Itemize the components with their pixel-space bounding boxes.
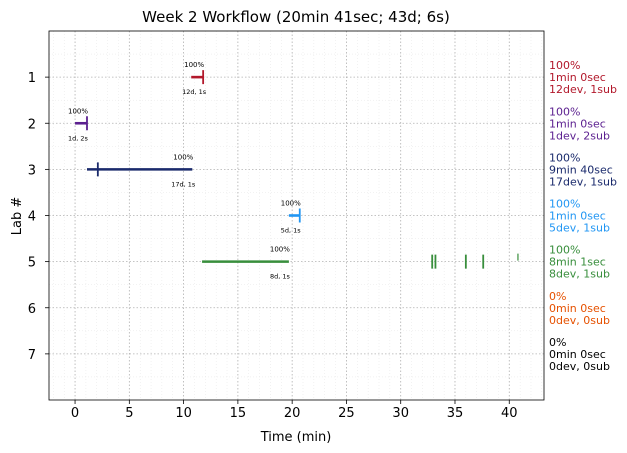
- x-tick-label: 10: [175, 406, 192, 421]
- y-tick-label: 5: [28, 256, 36, 271]
- lab-5-percent-label: 100%: [270, 246, 290, 254]
- lab-7-summary-line: 0dev, 0sub: [549, 360, 610, 373]
- lab-2-summary-line: 1dev, 2sub: [549, 129, 610, 142]
- lab-1-count-label: 12d, 1s: [182, 88, 207, 96]
- x-tick-label: 20: [284, 406, 301, 421]
- lab-3-summary-line: 100%: [549, 151, 580, 164]
- lab-5-summary-line: 8min 1sec: [549, 256, 606, 269]
- x-tick-label: 5: [125, 406, 133, 421]
- plot-marks: 100% 12d, 1s 100% 1d, 2s 100% 17d, 1s 100% 5d, …: [68, 61, 519, 281]
- x-tick-label: 15: [230, 406, 247, 421]
- lab-4-summary-line: 5dev, 1sub: [549, 222, 610, 235]
- lab-3-count-label: 17d, 1s: [171, 180, 196, 188]
- lab-5-count-label: 8d, 1s: [270, 273, 291, 281]
- y-axis-label: Lab #: [10, 197, 25, 236]
- y-tick-label: 7: [28, 348, 36, 363]
- lab-4-summary-line: 100%: [549, 198, 580, 211]
- lab-2-count-label: 1d, 2s: [68, 134, 89, 142]
- lab-7-summary-line: 0min 0sec: [549, 348, 606, 361]
- chart-title: Week 2 Workflow (20min 41sec; 43d; 6s): [142, 8, 450, 26]
- y-tick-label: 6: [28, 302, 36, 317]
- lab-7-summary-line: 0%: [549, 336, 566, 349]
- lab-2-summary-line: 1min 0sec: [549, 117, 606, 130]
- x-tick-label: 35: [447, 406, 464, 421]
- lab-3-percent-label: 100%: [173, 153, 193, 161]
- lab-5-summary-line: 100%: [549, 244, 580, 257]
- x-tick-label: 0: [71, 406, 79, 421]
- lab-6-summary-line: 0min 0sec: [549, 302, 606, 315]
- lab-3-summary-line: 9min 40sec: [549, 163, 613, 176]
- axis-ticks: 0 5 10 15 20 25 30 35 40 1 2 3 4 5 6 7: [28, 71, 518, 421]
- lab-1-summary-line: 1min 0sec: [549, 71, 606, 84]
- lab-4-percent-label: 100%: [281, 200, 301, 208]
- lab-4-count-label: 5d, 1s: [281, 227, 302, 235]
- lab-1-percent-label: 100%: [184, 61, 204, 69]
- y-tick-label: 1: [28, 71, 36, 86]
- lab-6-summary-line: 0%: [549, 290, 566, 303]
- lab-1-summary-line: 12dev, 1sub: [549, 83, 617, 96]
- lab-5-summary-line: 8dev, 1sub: [549, 268, 610, 281]
- x-tick-label: 25: [338, 406, 355, 421]
- lab-2-percent-label: 100%: [68, 107, 88, 115]
- x-tick-label: 30: [392, 406, 409, 421]
- lab-6-summary-line: 0dev, 0sub: [549, 314, 610, 327]
- y-tick-label: 2: [28, 117, 36, 132]
- lab-1-summary-line: 100%: [549, 59, 580, 72]
- y-tick-label: 4: [28, 210, 36, 225]
- x-axis-label: Time (min): [260, 430, 332, 445]
- lab-2-summary-line: 100%: [549, 105, 580, 118]
- lab-3-summary-line: 17dev, 1sub: [549, 175, 617, 188]
- x-tick-label: 40: [501, 406, 518, 421]
- y-tick-label: 3: [28, 163, 36, 178]
- lab-4-summary-line: 1min 0sec: [549, 210, 606, 223]
